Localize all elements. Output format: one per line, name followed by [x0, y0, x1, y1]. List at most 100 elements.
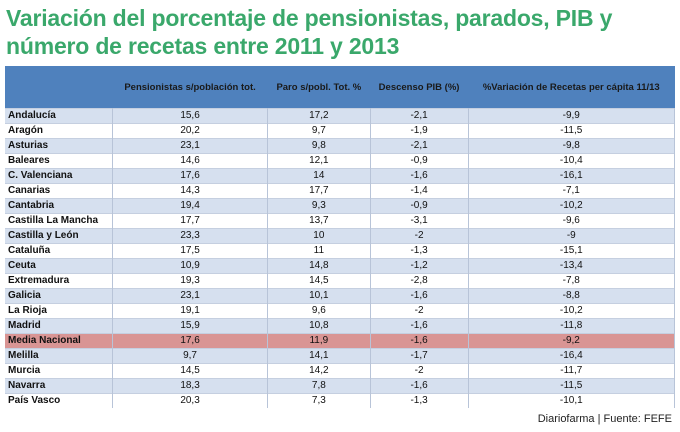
region-name: Aragón: [5, 123, 113, 139]
table-cell: -1,6: [370, 333, 469, 349]
region-name: Asturias: [5, 138, 113, 154]
table-cell: 19,3: [112, 273, 269, 289]
table-cell: 9,3: [267, 198, 371, 214]
table-cell: -0,9: [370, 198, 469, 214]
table-cell: -2,1: [370, 108, 469, 124]
table-cell: 14,6: [112, 153, 269, 169]
table-cell: 19,4: [112, 198, 269, 214]
table-row: Cataluña 17,5 11 -1,3 -15,1: [5, 243, 676, 259]
table-cell: 12,1: [267, 153, 371, 169]
table-row: Navarra 18,3 7,8 -1,6 -11,5: [5, 378, 676, 394]
region-name: Media Nacional: [5, 333, 113, 349]
region-name: Cataluña: [5, 243, 113, 259]
table-cell: -9,8: [468, 138, 676, 154]
table-cell: 23,3: [112, 228, 269, 244]
region-name: Extremadura: [5, 273, 113, 289]
region-name: Castilla La Mancha: [5, 213, 113, 229]
table-row: Castilla La Mancha 17,7 13,7 -3,1 -9,6: [5, 213, 676, 229]
table-cell: 18,3: [112, 378, 269, 394]
table-cell: 14,5: [267, 273, 371, 289]
table-cell: 14,8: [267, 258, 371, 274]
table-row: Media Nacional 17,6 11,9 -1,6 -9,2: [5, 333, 676, 349]
table-row: Andalucía 15,6 17,2 -2,1 -9,9: [5, 108, 676, 124]
region-name: Galicia: [5, 288, 113, 304]
table-cell: -7,1: [468, 183, 676, 199]
table-cell: 23,1: [112, 288, 269, 304]
region-name: Cantabria: [5, 198, 113, 214]
table-cell: 9,8: [267, 138, 371, 154]
table-cell: -1,6: [370, 378, 469, 394]
table-cell: -10,1: [468, 393, 676, 408]
table-cell: 19,1: [112, 303, 269, 319]
table-cell: -10,4: [468, 153, 676, 169]
table-row: Ceuta 10,9 14,8 -1,2 -13,4: [5, 258, 676, 274]
table-cell: -11,8: [468, 318, 676, 334]
table-row: La Rioja 19,1 9,6 -2 -10,2: [5, 303, 676, 319]
region-name: Murcia: [5, 363, 113, 379]
col-header: %Variación de Recetas per cápita 11/13: [468, 66, 675, 109]
table-cell: 7,8: [267, 378, 371, 394]
table-cell: -1,7: [370, 348, 469, 364]
col-header: Pensionistas s/población tot.: [112, 66, 268, 109]
table-cell: -2: [370, 228, 469, 244]
table-cell: -2: [370, 363, 469, 379]
page-title: Variación del porcentaje de pensionistas…: [6, 5, 613, 59]
region-name: Madrid: [5, 318, 113, 334]
table-cell: -15,1: [468, 243, 676, 259]
table-row: C. Valenciana 17,6 14 -1,6 -16,1: [5, 168, 676, 184]
table-cell: 14,2: [267, 363, 371, 379]
region-name: Andalucía: [5, 108, 113, 124]
table-cell: -1,6: [370, 288, 469, 304]
table-cell: 7,3: [267, 393, 371, 408]
table-cell: 10,9: [112, 258, 269, 274]
table-cell: 17,7: [267, 183, 371, 199]
col-header: [5, 66, 113, 109]
table-cell: 20,2: [112, 123, 269, 139]
data-table: Pensionistas s/población tot. Paro s/pob…: [5, 66, 676, 408]
table-cell: -13,4: [468, 258, 676, 274]
table-cell: -11,5: [468, 378, 676, 394]
table-cell: 14,5: [112, 363, 269, 379]
table-row: Cantabria 19,4 9,3 -0,9 -10,2: [5, 198, 676, 214]
table-cell: -2: [370, 303, 469, 319]
table-cell: -9: [468, 228, 676, 244]
table-cell: -1,6: [370, 318, 469, 334]
table-cell: 17,6: [112, 168, 269, 184]
table-row: País Vasco 20,3 7,3 -1,3 -10,1: [5, 393, 676, 408]
region-name: Castilla y León: [5, 228, 113, 244]
region-name: Ceuta: [5, 258, 113, 274]
table-cell: -1,6: [370, 168, 469, 184]
table-cell: 23,1: [112, 138, 269, 154]
table-cell: -10,2: [468, 303, 676, 319]
table-cell: 17,2: [267, 108, 371, 124]
table-cell: -11,7: [468, 363, 676, 379]
table-cell: -1,3: [370, 393, 469, 408]
table-cell: 9,7: [267, 123, 371, 139]
table-cell: 13,7: [267, 213, 371, 229]
table-cell: 10,8: [267, 318, 371, 334]
table-cell: 10,1: [267, 288, 371, 304]
region-name: Navarra: [5, 378, 113, 394]
table-cell: -16,1: [468, 168, 676, 184]
table-cell: 14: [267, 168, 371, 184]
col-header: Paro s/pobl. Tot. %: [267, 66, 371, 109]
table-cell: 9,7: [112, 348, 269, 364]
table-header: Pensionistas s/población tot. Paro s/pob…: [5, 66, 675, 109]
table-row: Castilla y León 23,3 10 -2 -9: [5, 228, 676, 244]
table-cell: -8,8: [468, 288, 676, 304]
table-cell: 14,1: [267, 348, 371, 364]
table-cell: 10: [267, 228, 371, 244]
table-cell: 20,3: [112, 393, 269, 408]
region-name: País Vasco: [5, 393, 113, 408]
table-cell: 9,6: [267, 303, 371, 319]
table-cell: 17,5: [112, 243, 269, 259]
region-name: Canarias: [5, 183, 113, 199]
table-cell: 17,7: [112, 213, 269, 229]
table-cell: -1,2: [370, 258, 469, 274]
region-name: La Rioja: [5, 303, 113, 319]
table-cell: -9,6: [468, 213, 676, 229]
table-cell: -9,9: [468, 108, 676, 124]
table-cell: 11: [267, 243, 371, 259]
table-cell: 15,9: [112, 318, 269, 334]
table-row: Murcia 14,5 14,2 -2 -11,7: [5, 363, 676, 379]
